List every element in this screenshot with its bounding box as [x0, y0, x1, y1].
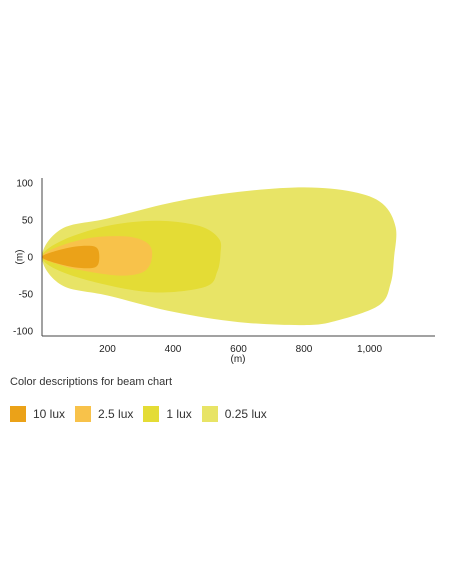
y-tick-label: -50 — [19, 290, 34, 301]
legend-item: 1 lux — [143, 406, 192, 422]
x-tick-labels: 200 400 600 800 1,000 — [99, 344, 382, 355]
legend-swatch — [10, 406, 26, 422]
legend-label: 2.5 lux — [98, 407, 134, 421]
beam-areas — [42, 187, 397, 326]
legend-item: 2.5 lux — [75, 406, 133, 422]
legend-item: 10 lux — [10, 406, 65, 422]
legend-title: Color descriptions for beam chart — [10, 376, 173, 388]
legend-label: 10 lux — [33, 407, 66, 421]
legend: 10 lux 2.5 lux 1 lux 0.25 lux — [10, 406, 277, 422]
y-tick-label: -100 — [13, 327, 33, 338]
x-tick-label: 1,000 — [357, 344, 382, 355]
y-tick-label: 0 — [27, 253, 33, 264]
x-tick-label: 400 — [165, 344, 182, 355]
y-tick-label: 100 — [16, 179, 33, 190]
y-tick-labels: 100 50 0 -50 -100 — [13, 179, 33, 338]
legend-label: 1 lux — [166, 407, 192, 421]
x-tick-label: 800 — [296, 344, 313, 355]
y-axis-label: (m) — [15, 250, 26, 265]
beam-chart: 100 50 0 -50 -100 200 400 600 800 1,000 (m) (m) — [13, 178, 435, 365]
legend-swatch — [143, 406, 160, 422]
beam-area-10-lux — [42, 245, 100, 269]
legend-label: 0.25 lux — [224, 407, 267, 421]
legend-item: 0.25 lux — [201, 406, 267, 422]
legend-swatch — [201, 406, 218, 422]
legend-swatch — [75, 406, 92, 422]
x-axis-label: (m) — [231, 354, 246, 365]
x-tick-label: 200 — [99, 344, 116, 355]
y-tick-label: 50 — [22, 216, 34, 227]
x-tick-label: 600 — [230, 344, 247, 355]
